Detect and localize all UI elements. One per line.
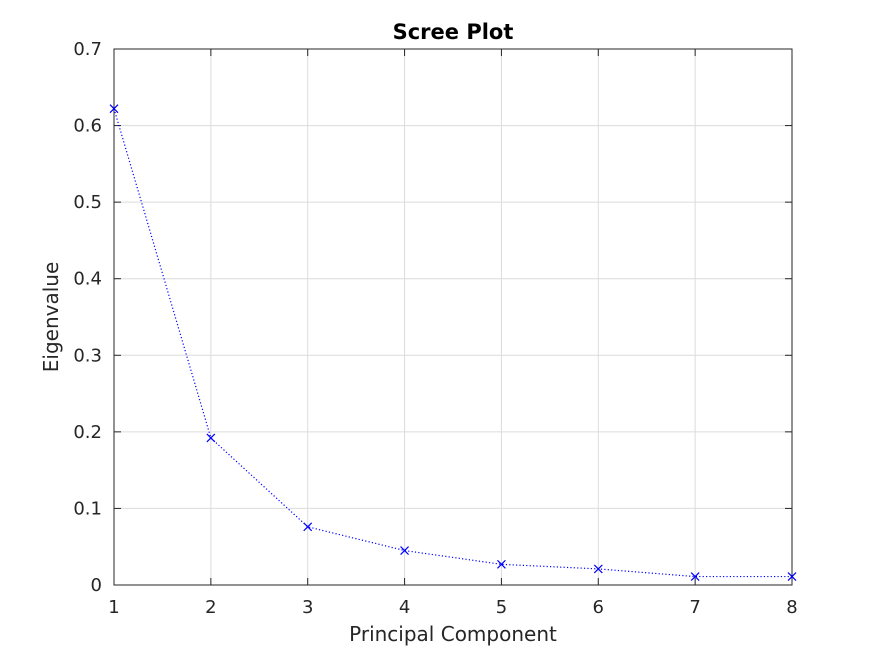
data-point-marker (303, 522, 313, 532)
series-line (113, 108, 792, 578)
data-point-marker (690, 572, 700, 582)
x-tick-label: 8 (786, 597, 797, 618)
data-point-marker (593, 564, 603, 574)
x-tick-label: 5 (496, 597, 507, 618)
data-point-marker (787, 572, 797, 582)
y-tick-label: 0.1 (73, 498, 102, 519)
y-tick-label: 0 (91, 575, 102, 596)
x-tick-label: 7 (689, 597, 700, 618)
data-point-marker (400, 546, 409, 555)
y-tick-label: 0.6 (73, 116, 102, 137)
y-tick-label: 0.5 (73, 192, 102, 213)
data-point-marker (206, 433, 216, 443)
y-tick-label: 0.3 (73, 345, 102, 366)
x-tick-label: 4 (399, 597, 410, 618)
x-axis-label: Principal Component (349, 622, 557, 646)
x-tick-label: 1 (108, 597, 119, 618)
x-tick-label: 2 (205, 597, 216, 618)
data-point-marker (497, 559, 506, 569)
plot-area-border (113, 48, 793, 586)
series-layer (109, 104, 797, 582)
y-axis-label: Eigenvalue (39, 262, 63, 373)
y-tick-label: 0.4 (73, 269, 102, 290)
tick-layer: 1 2 3 4 5 6 7 8 0 0.1 0.2 0.3 0.4 0.5 0.6 0.7 (73, 39, 797, 618)
chart-title: Scree Plot (393, 20, 514, 44)
y-tick-label: 0.7 (73, 39, 102, 60)
grid-layer (113, 48, 793, 586)
y-tick-label: 0.2 (73, 422, 102, 443)
data-point-marker (109, 104, 119, 114)
x-tick-label: 3 (302, 597, 313, 618)
x-tick-label: 6 (593, 597, 604, 618)
